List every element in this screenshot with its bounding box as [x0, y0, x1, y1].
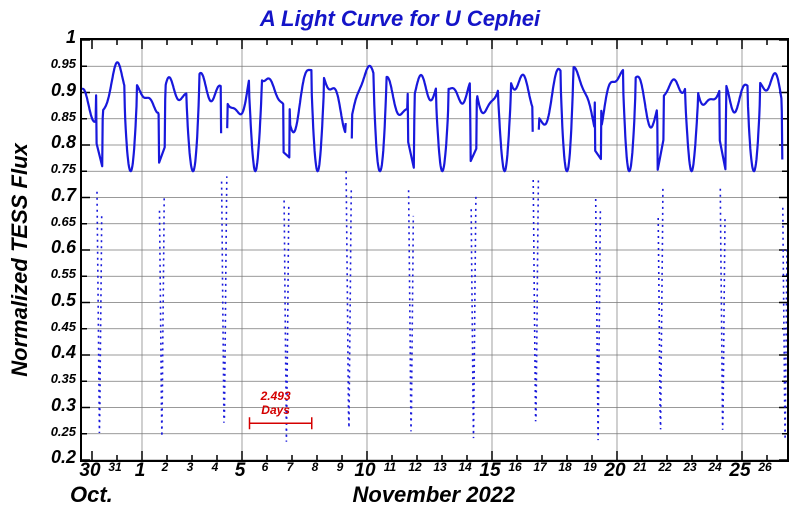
x-tick-label: 26 — [758, 460, 771, 474]
x-tick-label: 16 — [508, 460, 521, 474]
x-tick-label: 20 — [604, 460, 625, 482]
y-tick-label: 0.55 — [36, 266, 76, 281]
x-tick-label: 30 — [79, 460, 100, 482]
x-tick-label: 7 — [287, 460, 294, 474]
x-tick-label: 5 — [235, 460, 246, 482]
x-tick-label: 19 — [583, 460, 596, 474]
x-tick-label: 10 — [354, 460, 375, 482]
x-tick-label: 4 — [212, 460, 219, 474]
x-tick-label: 11 — [384, 460, 396, 474]
x-tick-label: 3 — [187, 460, 194, 474]
plot-area — [80, 38, 789, 462]
x-tick-label: 1 — [135, 460, 146, 482]
x-tick-label: 25 — [729, 460, 750, 482]
x-axis-label-oct: Oct. — [70, 482, 113, 508]
y-tick-label: 0.85 — [36, 109, 76, 124]
y-tick-label: 1 — [36, 27, 76, 48]
x-tick-label: 21 — [633, 460, 646, 474]
y-tick-label: 0.45 — [36, 319, 76, 334]
y-tick-label: 0.5 — [36, 290, 76, 311]
y-axis-label: Normalized TESS Flux — [7, 143, 33, 377]
y-tick-label: 0.8 — [36, 132, 76, 153]
y-tick-label: 0.2 — [36, 447, 76, 468]
y-tick-label: 0.65 — [36, 214, 76, 229]
y-tick-label: 0.75 — [36, 161, 76, 176]
y-tick-label: 0.35 — [36, 371, 76, 386]
x-tick-label: 24 — [708, 460, 721, 474]
x-tick-label: 15 — [479, 460, 500, 482]
x-tick-label: 14 — [458, 460, 471, 474]
period-annotation: 2.493 Days — [261, 389, 291, 417]
y-tick-label: 0.7 — [36, 185, 76, 206]
period-annotation-l1: 2.493 — [261, 389, 291, 403]
y-tick-label: 0.3 — [36, 395, 76, 416]
period-annotation-l2: Days — [261, 403, 290, 417]
y-tick-label: 0.95 — [36, 56, 76, 71]
x-tick-label: 17 — [533, 460, 546, 474]
x-tick-label: 8 — [312, 460, 319, 474]
chart-title: A Light Curve for U Cephei — [0, 6, 800, 32]
y-tick-label: 0.25 — [36, 424, 76, 439]
x-tick-label: 31 — [108, 460, 121, 474]
x-tick-label: 9 — [337, 460, 344, 474]
x-tick-label: 23 — [683, 460, 696, 474]
x-tick-label: 18 — [558, 460, 571, 474]
y-tick-label: 0.6 — [36, 237, 76, 258]
y-tick-label: 0.4 — [36, 342, 76, 363]
x-tick-label: 22 — [658, 460, 671, 474]
y-tick-label: 0.9 — [36, 80, 76, 101]
x-tick-label: 2 — [162, 460, 169, 474]
x-tick-label: 12 — [408, 460, 421, 474]
x-axis-label-main: November 2022 — [353, 482, 516, 508]
x-tick-label: 13 — [433, 460, 446, 474]
x-tick-label: 6 — [262, 460, 269, 474]
chart-svg — [82, 40, 787, 460]
